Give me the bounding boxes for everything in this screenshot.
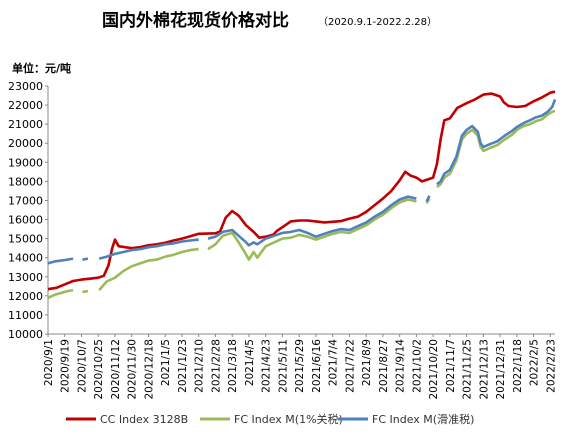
x-tick-label: 2021/8/27 bbox=[378, 339, 390, 393]
series-line-2 bbox=[47, 109, 556, 299]
legend-label: CC Index 3128B bbox=[100, 413, 188, 426]
x-tick-label: 2020/11/12 bbox=[110, 339, 122, 400]
x-tick-label: 2020/10/25 bbox=[93, 339, 105, 400]
axes bbox=[47, 86, 555, 335]
x-tick-label: 2021/7/4 bbox=[328, 339, 340, 386]
y-tick-label: 14000 bbox=[8, 252, 43, 265]
x-tick-label: 2021/8/9 bbox=[361, 339, 373, 386]
chart-subtitle: （2020.9.1-2022.2.28） bbox=[318, 16, 437, 28]
y-tick-label: 21000 bbox=[8, 118, 43, 131]
x-tick-label: 2021/5/29 bbox=[294, 339, 306, 393]
y-tick-label: 16000 bbox=[8, 214, 43, 227]
series-line-1 bbox=[47, 90, 556, 291]
y-tick-labels: 10000 11000 12000 13000 14000 15000 16000 17000… bbox=[8, 80, 48, 341]
x-tick-label: 2021/10/2 bbox=[411, 339, 423, 393]
y-tick-label: 19000 bbox=[8, 156, 43, 169]
x-tick-label: 2020/12/18 bbox=[143, 339, 155, 400]
x-tick-label: 2021/4/23 bbox=[261, 339, 273, 393]
y-axis-label: 单位：元/吨 bbox=[12, 61, 71, 75]
x-tick-label: 2021/6/16 bbox=[311, 339, 323, 393]
x-tick-label: 2021/2/28 bbox=[210, 339, 222, 393]
x-tick-label: 2022/2/23 bbox=[545, 339, 557, 393]
x-tick-labels: 2020/9/1 2020/9/19 2020/10/7 2020/10/25 2020… bbox=[43, 334, 557, 400]
y-tick-label: 15000 bbox=[8, 233, 43, 246]
legend-label: FC Index M(1%关税) bbox=[234, 412, 343, 426]
y-tick-label: 22000 bbox=[8, 99, 43, 112]
x-tick-label: 2021/1/23 bbox=[177, 339, 189, 393]
x-tick-label: 2022/2/5 bbox=[529, 339, 541, 386]
x-tick-label: 2021/1/5 bbox=[160, 339, 172, 386]
x-tick-label: 2021/11/25 bbox=[462, 339, 474, 400]
x-tick-label: 2021/12/13 bbox=[478, 339, 490, 400]
x-tick-label: 2021/12/31 bbox=[495, 339, 507, 400]
x-tick-label: 2021/7/22 bbox=[344, 339, 356, 393]
x-tick-label: 2021/5/11 bbox=[277, 339, 289, 393]
y-tick-label: 11000 bbox=[8, 309, 43, 322]
x-tick-label: 2021/11/7 bbox=[445, 339, 457, 393]
x-tick-label: 2020/10/7 bbox=[76, 339, 88, 393]
x-tick-label: 2021/2/10 bbox=[194, 339, 206, 393]
legend: CC Index 3128B FC Index M(1%关税) FC Index M… bbox=[66, 412, 474, 426]
x-tick-label: 2021/9/14 bbox=[395, 339, 407, 393]
y-tick-label: 23000 bbox=[8, 80, 43, 93]
x-tick-label: 2020/9/1 bbox=[43, 339, 55, 386]
series-lines bbox=[47, 90, 557, 299]
x-tick-label: 2021/4/5 bbox=[244, 339, 256, 386]
y-tick-label: 10000 bbox=[8, 328, 43, 341]
x-tick-label: 2021/10/20 bbox=[428, 339, 440, 400]
chart-title: 国内外棉花现货价格对比 bbox=[102, 10, 289, 31]
legend-label: FC Index M(滑准税) bbox=[372, 412, 474, 426]
y-tick-label: 13000 bbox=[8, 271, 43, 284]
y-tick-label: 18000 bbox=[8, 175, 43, 188]
x-tick-label: 2020/9/19 bbox=[60, 339, 72, 393]
y-tick-label: 17000 bbox=[8, 194, 43, 207]
x-tick-label: 2021/3/18 bbox=[227, 339, 239, 393]
series-line-3 bbox=[47, 98, 557, 265]
y-tick-label: 12000 bbox=[8, 290, 43, 303]
x-tick-label: 2022/1/18 bbox=[512, 339, 524, 393]
x-tick-label: 2020/11/30 bbox=[127, 339, 139, 400]
y-tick-label: 20000 bbox=[8, 137, 43, 150]
